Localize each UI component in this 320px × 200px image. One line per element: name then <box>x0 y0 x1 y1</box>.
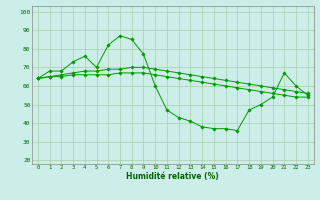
X-axis label: Humidité relative (%): Humidité relative (%) <box>126 172 219 181</box>
